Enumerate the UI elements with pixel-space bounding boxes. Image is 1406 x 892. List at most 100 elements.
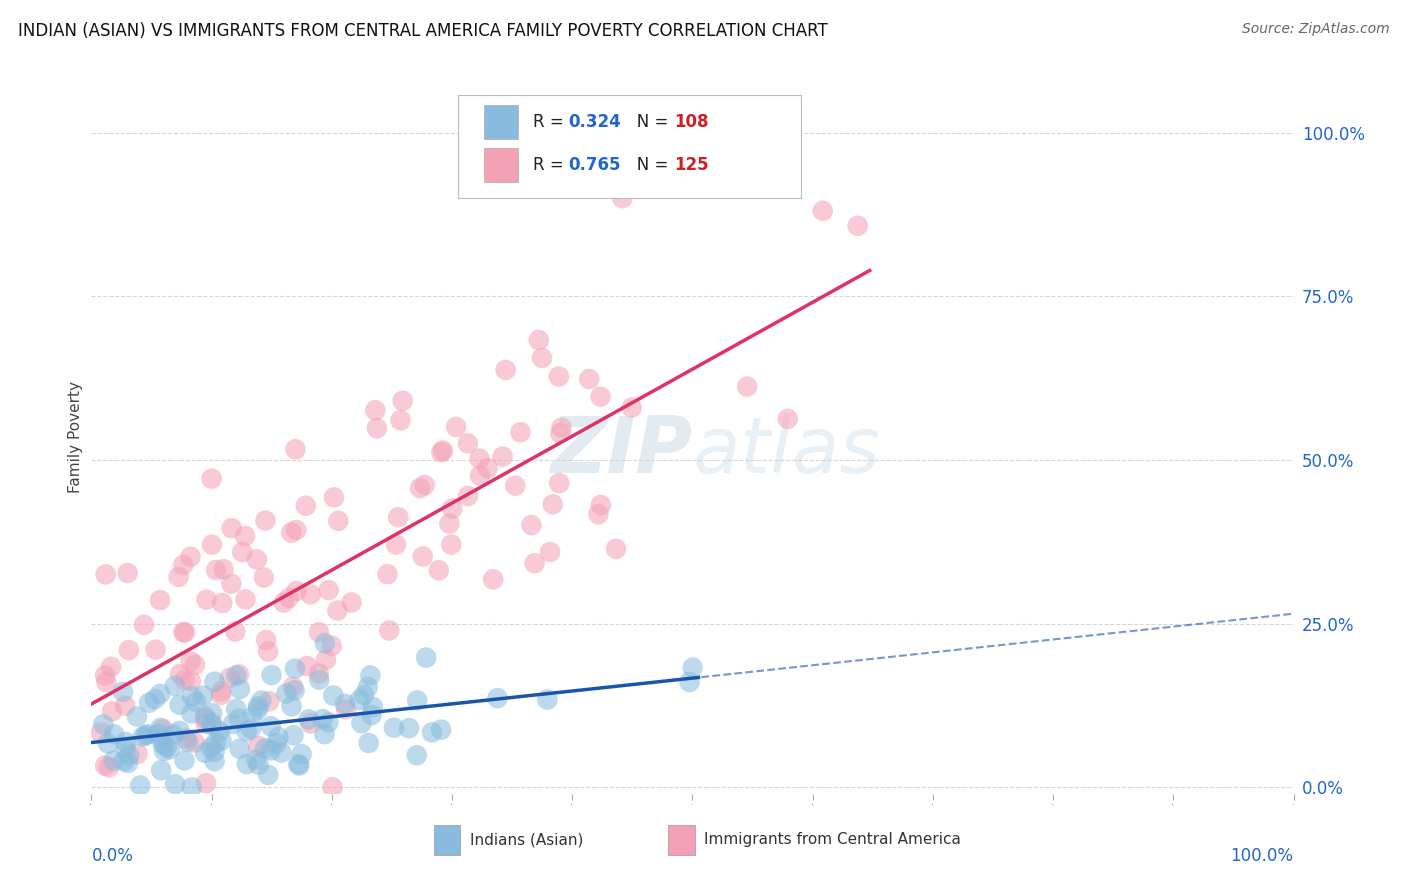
Point bbox=[321, 780, 343, 795]
Point bbox=[246, 552, 269, 566]
Point bbox=[103, 727, 125, 741]
Point bbox=[276, 686, 298, 700]
Text: R =: R = bbox=[533, 156, 568, 174]
Point bbox=[477, 461, 499, 475]
Point bbox=[846, 219, 869, 233]
Point bbox=[132, 730, 155, 744]
Text: 100.0%: 100.0% bbox=[1230, 847, 1294, 865]
Point bbox=[112, 685, 135, 699]
Point bbox=[605, 541, 627, 556]
Point bbox=[145, 642, 167, 657]
Point bbox=[253, 570, 276, 584]
Point bbox=[287, 757, 309, 772]
FancyBboxPatch shape bbox=[458, 95, 800, 198]
Point bbox=[91, 717, 114, 731]
Point bbox=[505, 478, 527, 492]
Point bbox=[222, 717, 245, 731]
Point bbox=[486, 691, 509, 706]
Text: 0.765: 0.765 bbox=[568, 156, 621, 174]
Point bbox=[430, 723, 453, 737]
Point bbox=[682, 660, 704, 674]
Point bbox=[94, 758, 117, 772]
Point bbox=[209, 684, 232, 698]
Point bbox=[360, 708, 382, 723]
Point bbox=[247, 699, 270, 714]
Point bbox=[361, 700, 384, 714]
Point bbox=[90, 725, 112, 739]
Point bbox=[284, 662, 307, 676]
Point bbox=[589, 498, 612, 512]
Point bbox=[359, 668, 381, 682]
Point bbox=[201, 718, 224, 732]
Point bbox=[538, 545, 561, 559]
Point bbox=[541, 497, 564, 511]
Point bbox=[281, 680, 304, 694]
Point bbox=[335, 702, 357, 716]
Point bbox=[163, 679, 186, 693]
Point bbox=[387, 510, 409, 524]
Point bbox=[523, 556, 546, 570]
Point bbox=[391, 393, 413, 408]
Point bbox=[457, 436, 479, 450]
Y-axis label: Family Poverty: Family Poverty bbox=[67, 381, 83, 493]
Point bbox=[385, 537, 408, 551]
Point bbox=[205, 736, 228, 750]
Point bbox=[353, 688, 375, 702]
Point bbox=[177, 734, 200, 748]
Point bbox=[221, 576, 243, 591]
Point bbox=[149, 593, 172, 607]
Point bbox=[165, 777, 187, 791]
Point bbox=[298, 712, 321, 726]
Point bbox=[439, 516, 461, 531]
Point bbox=[468, 468, 491, 483]
Point bbox=[100, 659, 122, 673]
Point bbox=[174, 625, 197, 640]
Point bbox=[103, 754, 125, 768]
Text: 0.324: 0.324 bbox=[568, 113, 621, 131]
Point bbox=[150, 731, 173, 746]
Point bbox=[420, 725, 443, 739]
Point bbox=[550, 425, 572, 440]
Point bbox=[457, 489, 479, 503]
Point bbox=[118, 643, 141, 657]
Point bbox=[314, 727, 336, 741]
Point bbox=[194, 709, 217, 723]
Point bbox=[412, 549, 434, 564]
Point bbox=[159, 742, 181, 756]
Point bbox=[295, 499, 318, 513]
Point bbox=[280, 699, 302, 714]
Point bbox=[152, 737, 174, 751]
Point bbox=[211, 596, 233, 610]
Point bbox=[257, 768, 280, 782]
Point bbox=[415, 650, 437, 665]
Point bbox=[183, 735, 205, 749]
Point bbox=[229, 681, 252, 696]
Point bbox=[201, 706, 224, 721]
Point bbox=[321, 639, 343, 653]
Point bbox=[195, 592, 218, 607]
Point bbox=[250, 693, 273, 707]
Point bbox=[315, 653, 337, 667]
Point bbox=[228, 741, 250, 756]
Point bbox=[273, 596, 295, 610]
Point bbox=[291, 747, 314, 761]
Point bbox=[152, 722, 174, 736]
Point bbox=[173, 673, 195, 687]
Point bbox=[94, 567, 117, 582]
Point bbox=[114, 741, 136, 756]
Point bbox=[96, 675, 118, 690]
Point bbox=[530, 351, 553, 365]
Point bbox=[254, 632, 277, 647]
Point bbox=[350, 716, 373, 731]
Point bbox=[101, 704, 124, 718]
Point bbox=[245, 752, 267, 766]
Point bbox=[406, 693, 429, 707]
Text: atlas: atlas bbox=[692, 413, 880, 490]
Point bbox=[260, 668, 283, 682]
Point bbox=[398, 721, 420, 735]
Point bbox=[194, 716, 217, 731]
Text: 125: 125 bbox=[673, 156, 709, 174]
Point bbox=[441, 501, 464, 516]
Point bbox=[204, 754, 226, 768]
Point bbox=[97, 736, 120, 750]
